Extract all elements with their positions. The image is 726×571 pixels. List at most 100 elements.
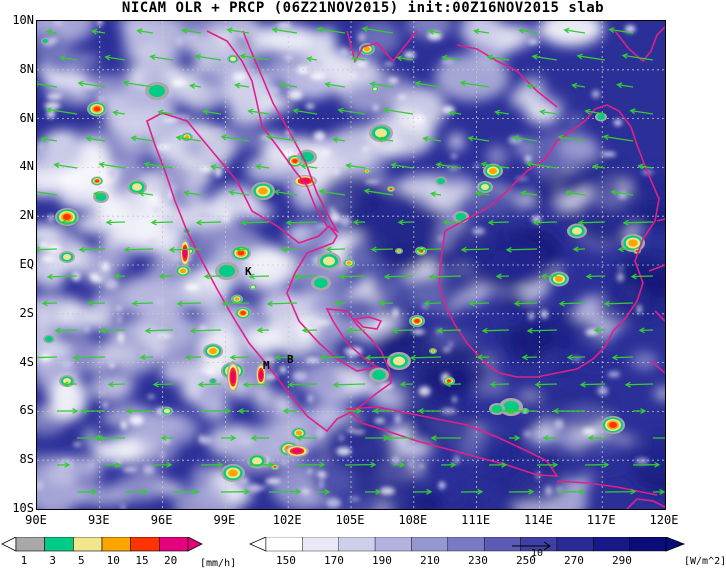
olr-cloud-fleck: [352, 430, 366, 434]
wind-vector-head: [577, 219, 584, 226]
precip-cell: [273, 466, 277, 468]
olr-cloud-fleck: [388, 77, 399, 84]
wind-vector: [204, 275, 222, 278]
wind-vector: [249, 275, 270, 278]
wind-vector: [495, 111, 510, 115]
wind-vector-head: [45, 107, 52, 113]
olr-cloud-fleck: [89, 273, 99, 278]
olr-cloud-blob: [253, 385, 271, 401]
wind-vector-head: [494, 109, 501, 116]
wind-vector-head: [225, 408, 232, 414]
wind-vector: [572, 84, 586, 88]
map-title: NICAM OLR + PRCP (06Z21NOV2015) init:00Z…: [121, 0, 605, 16]
wind-vector-head: [282, 408, 289, 414]
wind-vector-head: [637, 163, 644, 170]
precip-cell: [489, 168, 497, 174]
wind-vector: [611, 191, 634, 196]
wind-vector: [622, 54, 654, 61]
wind-vector-head: [160, 435, 167, 441]
lat-label: 2S: [19, 305, 34, 320]
wind-vector: [37, 356, 58, 359]
wind-vector-head: [150, 219, 157, 226]
olr-cloud-blob: [243, 247, 296, 289]
wind-vector: [153, 383, 174, 386]
wind-vector: [429, 275, 462, 278]
wind-vector-head: [40, 136, 47, 143]
olr-cloud-blob: [486, 145, 508, 167]
wind-vector-head: [45, 29, 53, 36]
wind-vector: [397, 56, 414, 61]
wind-vector-head: [92, 191, 100, 197]
olr-clear-sky-blob: [514, 466, 569, 504]
wind-vector-head: [557, 134, 564, 141]
precip-cell: [372, 370, 386, 380]
wind-vector: [424, 302, 442, 305]
wind-vector-head: [77, 80, 84, 87]
wind-vector-head: [539, 109, 546, 116]
olr-cloud-fleck: [616, 272, 624, 282]
wind-vector-head: [332, 136, 339, 143]
olr-clear-sky-blob: [493, 242, 546, 279]
olr-cloud-fleck: [350, 159, 360, 166]
wind-vector: [55, 329, 78, 332]
wind-vector: [241, 221, 270, 224]
precip-cell: [393, 356, 405, 366]
wind-vector-head: [528, 488, 535, 495]
olr-cloud-fleck: [149, 195, 158, 202]
precip-unit: [mm/h]: [200, 558, 237, 569]
wind-vector-head: [622, 219, 629, 226]
wind-vector-head: [520, 190, 527, 197]
wind-vector-head: [579, 381, 586, 388]
olr-cloud-blob: [104, 207, 134, 220]
wind-vector-head: [125, 408, 132, 414]
wind-vector-head: [640, 408, 647, 414]
olr-cloud-fleck: [146, 239, 158, 243]
wind-vector-head: [372, 408, 379, 414]
wind-vector: [352, 57, 366, 61]
wind-vector: [37, 191, 58, 196]
olr-cloud-blob: [566, 115, 584, 125]
olr-cloud-blob: [133, 411, 200, 448]
olr-cloud-fleck: [624, 25, 636, 33]
wind-vector-head: [324, 488, 331, 495]
olr-cloud-fleck: [48, 214, 54, 222]
wind-vector: [604, 302, 634, 305]
wind-vector-head: [610, 189, 617, 196]
olr-cloud-fleck: [582, 428, 596, 435]
wind-vector-head: [382, 107, 389, 114]
wind-vector-head: [429, 191, 437, 198]
precip-cell: [389, 188, 393, 190]
wind-vector: [37, 83, 58, 88]
olr-colorbar-segment: [629, 537, 667, 552]
wind-vector-head: [415, 246, 422, 253]
wind-vector: [73, 356, 106, 359]
olr-cloud-fleck: [528, 39, 539, 45]
wind-vector-head: [53, 162, 60, 169]
wind-vector: [482, 329, 510, 332]
olr-cloud-fleck: [637, 304, 642, 315]
olr-cloud-blob: [276, 396, 294, 412]
olr-cloud-fleck: [307, 469, 313, 474]
lat-label: 8N: [19, 61, 34, 76]
olr-cloud-blob: [37, 404, 76, 417]
olr-cloud-blob: [245, 155, 292, 184]
wind-vector: [94, 192, 106, 196]
wind-vector: [87, 302, 106, 305]
wind-vector: [144, 163, 174, 169]
wind-vector-head: [194, 53, 201, 60]
wind-vector-head: [621, 53, 628, 59]
precip-cell: [164, 408, 170, 414]
olr-cloud-fleck: [391, 456, 401, 465]
wind-vector-head: [239, 53, 246, 60]
olr-cloud-blob: [92, 437, 144, 465]
precip-cell: [209, 348, 217, 354]
olr-cloud-fleck: [199, 436, 213, 445]
wind-vector-head: [93, 435, 100, 441]
olr-cloud-blob: [434, 53, 510, 101]
olr-cloud-blob: [182, 192, 207, 206]
wind-vector-head: [240, 219, 247, 226]
precip-cell: [295, 430, 303, 436]
wind-vector-head: [552, 408, 559, 414]
wind-vector-head: [149, 54, 156, 61]
precip-cell: [363, 46, 371, 52]
